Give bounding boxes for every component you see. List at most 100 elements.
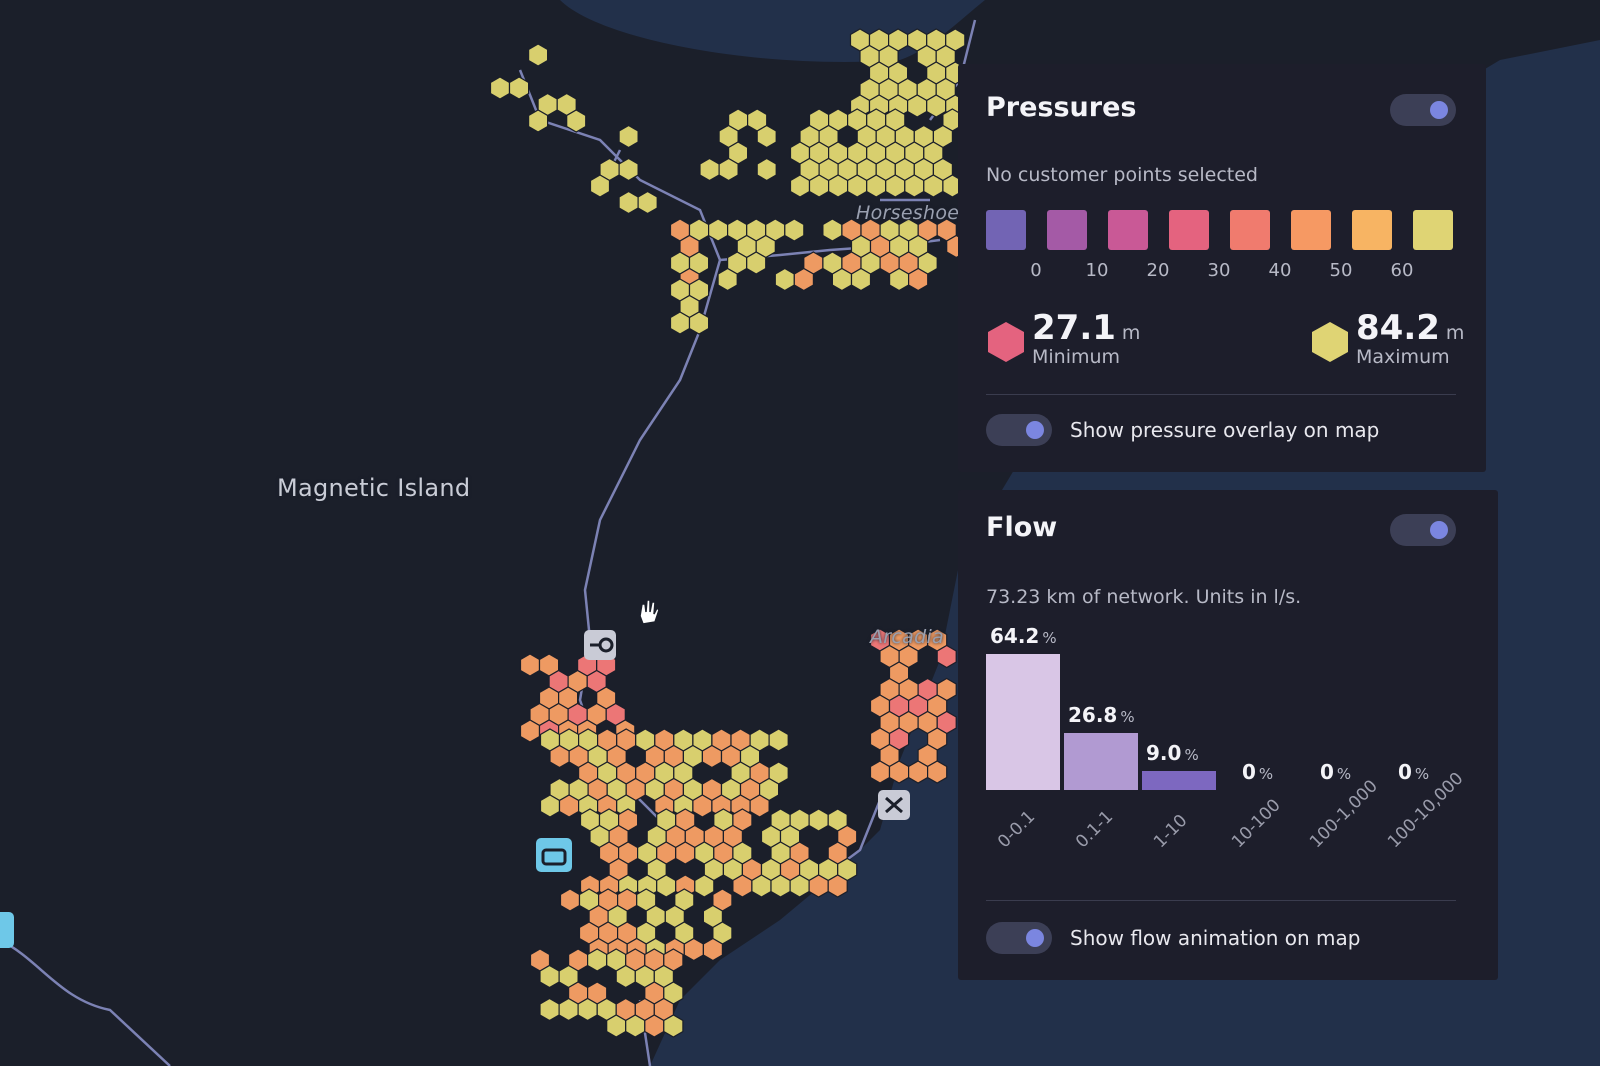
pressure-hex[interactable] [701, 744, 723, 769]
toggle-knob [1430, 521, 1448, 539]
pressure-hex[interactable] [549, 744, 570, 769]
pressure-hex[interactable] [808, 874, 829, 898]
pressure-hex[interactable] [539, 997, 560, 1022]
pressure-hex[interactable] [586, 948, 608, 972]
maximum-hex-shape [1312, 322, 1348, 362]
place-label-arcadia: Arcadia [870, 626, 944, 648]
pressure-hex[interactable] [808, 174, 830, 198]
pressure-hex[interactable] [936, 644, 957, 669]
pressure-hex[interactable] [789, 174, 811, 198]
pressure-hex[interactable] [688, 311, 710, 335]
pressure-hex[interactable] [669, 311, 691, 335]
pressure-hex[interactable] [615, 964, 636, 989]
pressure-overlay-toggle[interactable] [986, 414, 1052, 446]
pressure-hex[interactable] [558, 794, 580, 818]
pressure-hex[interactable] [926, 760, 948, 784]
flow-category-label: 0.1-1 [1072, 806, 1118, 853]
pressure-hex[interactable] [718, 157, 739, 182]
pressure-hex[interactable] [756, 157, 777, 182]
pressure-hex[interactable] [831, 267, 853, 292]
pressure-hex[interactable] [637, 190, 658, 215]
pressure-hex[interactable] [846, 174, 868, 198]
pressure-hex[interactable] [827, 174, 849, 198]
toggle-knob [1026, 421, 1044, 439]
flow-bar [1142, 770, 1216, 790]
pressure-hex[interactable] [527, 43, 549, 67]
pressure-hex[interactable] [692, 794, 713, 818]
pressure-hex[interactable] [618, 157, 639, 182]
pressure-hex[interactable] [904, 174, 925, 198]
pressure-hex[interactable] [756, 124, 777, 149]
pressure-hex[interactable] [566, 109, 587, 133]
pressures-toggle[interactable] [1390, 94, 1456, 126]
pump-icon[interactable] [878, 790, 910, 820]
pressure-hex[interactable] [618, 124, 639, 149]
flow-bar-value: 26.8% [1068, 703, 1135, 727]
pressure-hex[interactable] [644, 1014, 665, 1038]
pressure-hex[interactable] [732, 874, 753, 898]
legend-swatch [1291, 210, 1331, 250]
reservoir-icon[interactable] [584, 630, 616, 660]
pressure-hex[interactable] [751, 874, 772, 898]
pressure-hex[interactable] [699, 157, 720, 182]
pressure-hex[interactable] [768, 728, 789, 752]
pressure-hex[interactable] [888, 267, 910, 292]
flow-subtitle: 73.23 km of network. Units in l/s. [986, 586, 1302, 608]
flow-category-label: 10-100 [1228, 795, 1285, 853]
pressure-hex[interactable] [822, 218, 843, 242]
pressure-hex[interactable] [577, 997, 598, 1022]
flow-category-label: 1-10 [1150, 810, 1192, 853]
pressure-hex[interactable] [923, 174, 944, 198]
pressure-hex[interactable] [926, 94, 947, 118]
pressure-hex[interactable] [707, 218, 729, 242]
pressure-hex[interactable] [793, 267, 815, 292]
minimum-hex-icon [988, 322, 1024, 362]
pressure-hex[interactable] [559, 888, 581, 912]
pressure-hex[interactable] [625, 1014, 646, 1038]
pressure-hex[interactable] [539, 794, 561, 818]
pressure-hex[interactable] [519, 653, 541, 677]
pressure-hex[interactable] [606, 1014, 627, 1038]
pressure-hex[interactable] [489, 76, 511, 100]
maximum-value: 84.2 m [1356, 308, 1464, 348]
pressure-hex[interactable] [717, 267, 738, 292]
pressure-hex[interactable] [694, 874, 715, 898]
pressure-hex[interactable] [746, 251, 767, 275]
pressure-hex[interactable] [888, 760, 910, 784]
pressure-hex[interactable] [527, 109, 549, 133]
pressure-hex[interactable] [850, 267, 872, 292]
pressure-hex[interactable] [907, 760, 929, 784]
pressure-hex[interactable] [519, 719, 541, 743]
flow-bar-unit: % [1336, 765, 1352, 783]
legend-tick-label: 40 [1268, 260, 1292, 281]
pressure-hex[interactable] [774, 267, 795, 292]
pressure-hex[interactable] [784, 218, 805, 242]
maximum-hex-icon [1312, 322, 1348, 362]
pressure-hex[interactable] [907, 267, 929, 292]
pressure-hex[interactable] [885, 174, 906, 198]
pressure-hex[interactable] [866, 174, 887, 198]
pressure-hex[interactable] [827, 874, 848, 898]
pressure-hex[interactable] [789, 874, 810, 898]
pressure-hex[interactable] [906, 94, 928, 118]
pressures-panel: Pressures No customer points selected 0 1… [958, 64, 1486, 472]
pressure-hex[interactable] [558, 997, 579, 1022]
pressure-hex[interactable] [702, 937, 724, 962]
pressure-hex[interactable] [663, 1014, 684, 1038]
pressure-hex[interactable] [770, 874, 791, 898]
pressure-hex[interactable] [675, 841, 696, 865]
edge-tank-icon[interactable] [0, 912, 14, 948]
pressure-hex[interactable] [808, 808, 829, 832]
pressure-hex[interactable] [589, 174, 611, 198]
pressure-hex[interactable] [539, 964, 560, 989]
pressure-hex[interactable] [618, 190, 639, 215]
flow-bar-value: 0% [1242, 760, 1273, 784]
pressure-hex[interactable] [869, 760, 891, 784]
flow-animation-toggle[interactable] [986, 922, 1052, 954]
flow-toggle[interactable] [1390, 514, 1456, 546]
pressure-hex[interactable] [683, 937, 705, 962]
pressure-hex[interactable] [749, 794, 770, 818]
pressure-hex[interactable] [656, 874, 677, 898]
tank-icon[interactable] [536, 838, 572, 872]
pressure-hex[interactable] [508, 76, 530, 100]
